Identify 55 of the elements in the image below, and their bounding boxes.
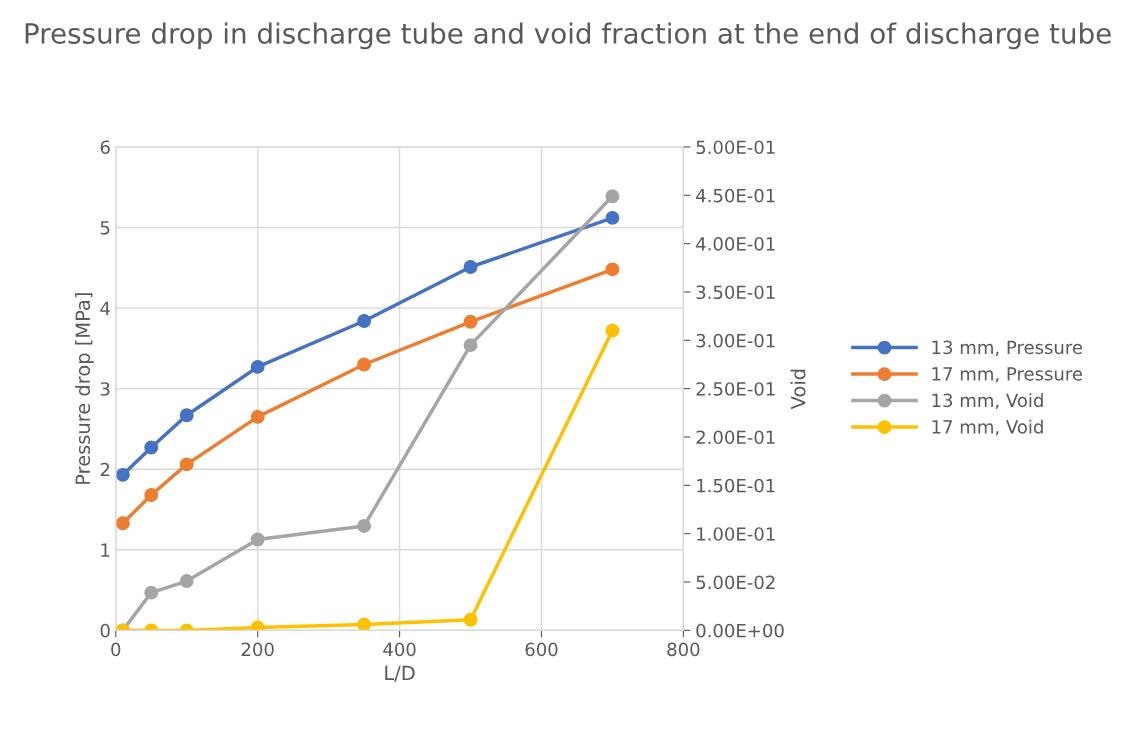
y-tick-label: 1 bbox=[101, 543, 110, 557]
point bbox=[463, 612, 478, 627]
y2-tick-label: 2.50E-01 bbox=[696, 382, 775, 396]
y-tick-label: 3 bbox=[100, 382, 110, 396]
point bbox=[144, 488, 159, 502]
point bbox=[179, 408, 194, 423]
point bbox=[250, 620, 265, 631]
point bbox=[357, 357, 372, 372]
point bbox=[463, 260, 478, 274]
point bbox=[357, 617, 372, 631]
legend-label: 17 mm, Void bbox=[932, 419, 1043, 436]
point bbox=[605, 210, 620, 225]
y-tick-label: 4 bbox=[100, 301, 110, 315]
y2-tick-label: 5.00E-01 bbox=[696, 140, 775, 155]
y2-tick-label: 3.00E-01 bbox=[696, 333, 775, 348]
y2-tick-label: 4.00E-01 bbox=[696, 237, 775, 251]
y2-tick-label: 4.50E-01 bbox=[696, 188, 775, 203]
y-axis-title: Pressure drop [MPa] bbox=[75, 293, 94, 484]
y2-tick-label: 1.00E-01 bbox=[697, 527, 775, 541]
point bbox=[179, 457, 194, 472]
point bbox=[605, 189, 620, 204]
chart-title: Pressure drop in discharge tube and void fraction at the end of discharge tube bbox=[25, 22, 1111, 50]
x-tick-label: 200 bbox=[241, 642, 274, 657]
point bbox=[250, 409, 265, 424]
x-tick-label: 600 bbox=[525, 642, 558, 657]
point bbox=[179, 574, 194, 589]
y2-tick-label: 5.00E-02 bbox=[696, 575, 775, 590]
point bbox=[357, 314, 372, 328]
legend-label: 13 mm, Void bbox=[932, 393, 1043, 409]
point bbox=[357, 519, 372, 533]
point bbox=[250, 359, 265, 374]
legend-label: 13 mm, Pressure bbox=[932, 340, 1083, 356]
x-axis-title: L/D bbox=[385, 665, 415, 682]
point bbox=[463, 338, 478, 353]
y2-tick-label: 2.00E-01 bbox=[696, 430, 775, 445]
point bbox=[144, 585, 159, 600]
point bbox=[463, 314, 478, 329]
y2-tick-label: 0.00E+00 bbox=[696, 623, 784, 638]
point bbox=[115, 467, 130, 482]
point bbox=[605, 262, 620, 277]
point bbox=[250, 532, 265, 547]
y-tick-label: 5 bbox=[100, 221, 110, 235]
y2-tick-label: 3.50E-01 bbox=[696, 285, 775, 300]
point bbox=[115, 516, 130, 531]
x-tick-label: 0 bbox=[111, 642, 121, 657]
point bbox=[144, 440, 159, 455]
x-tick-label: 400 bbox=[383, 642, 416, 657]
point bbox=[605, 323, 620, 338]
y2-axis-title: Void bbox=[790, 369, 806, 410]
x-tick-label: 800 bbox=[667, 642, 700, 657]
y-tick-label: 6 bbox=[100, 140, 110, 155]
legend-label: 17 mm, Pressure bbox=[932, 367, 1083, 383]
y-tick-label: 0 bbox=[100, 623, 110, 638]
y2-tick-label: 1.50E-01 bbox=[697, 478, 775, 493]
y-tick-label: 2 bbox=[100, 462, 110, 477]
